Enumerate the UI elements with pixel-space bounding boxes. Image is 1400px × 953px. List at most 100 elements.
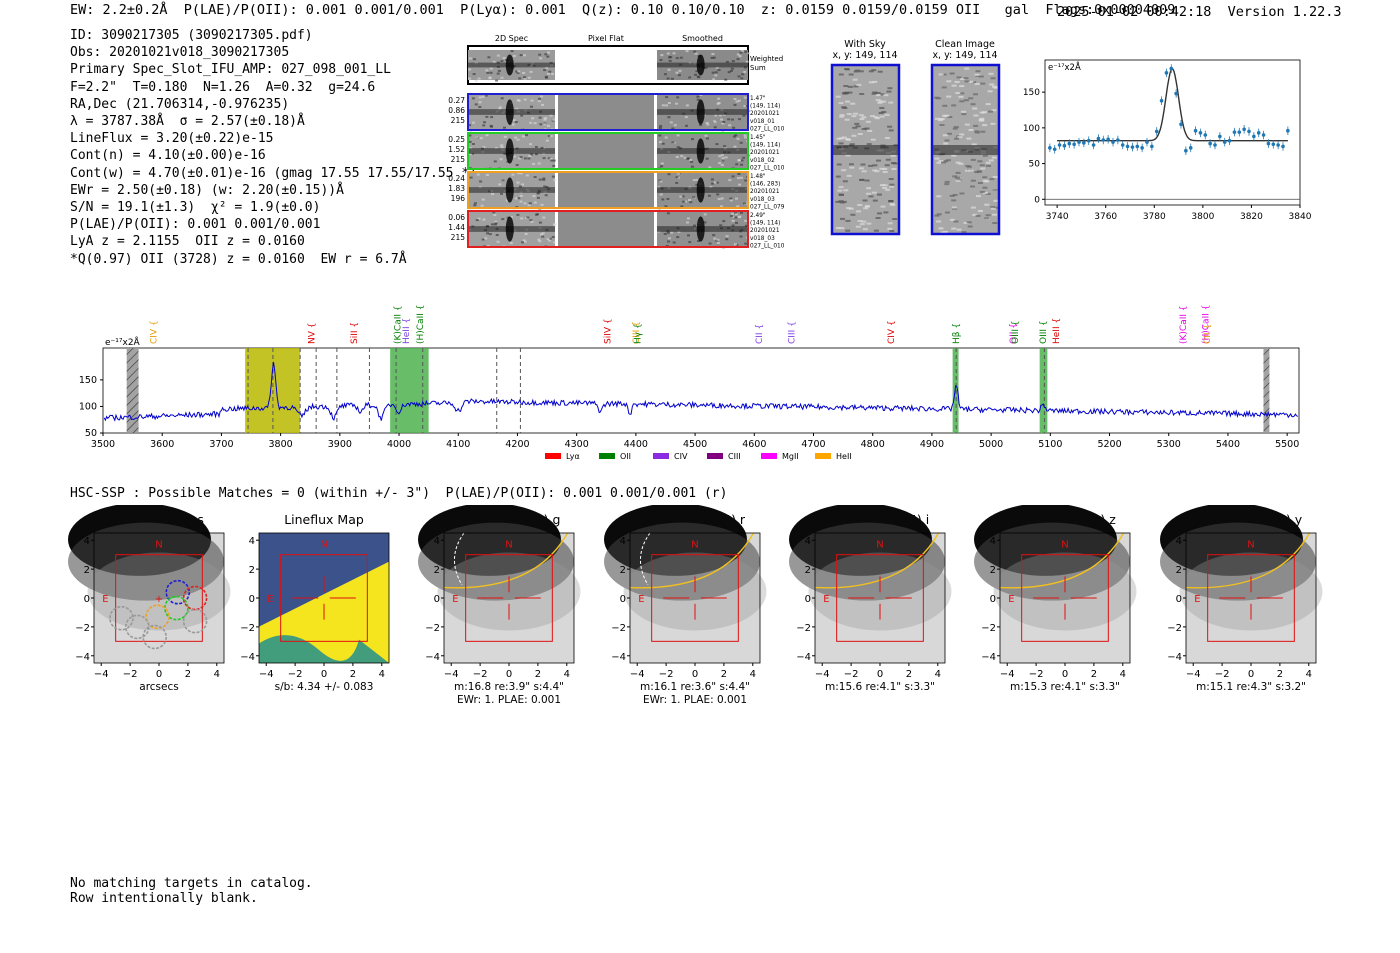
strip-noise [483, 121, 486, 124]
strip-noise [538, 97, 541, 100]
cutout-ytick-label: −2 [240, 623, 255, 634]
cutout-ytick-label: 4 [620, 536, 626, 547]
east-label: E [823, 594, 829, 605]
pixel [885, 188, 891, 191]
strip-noise [543, 69, 547, 72]
cutout-ytick-label: −4 [981, 652, 996, 663]
pixel [978, 119, 984, 122]
strip-noise [689, 158, 693, 161]
spectrum-xtick-label: 4900 [920, 439, 944, 450]
cutout-caption: EWr: 1. PLAE: 0.001 [457, 694, 561, 706]
cutout-caption: EWr: 1. PLAE: 0.001 [643, 694, 747, 706]
strip-noise [526, 216, 530, 219]
aperture-ellipse [814, 532, 940, 589]
strip-noise [722, 121, 726, 123]
strip-noise [747, 113, 751, 116]
strip-noise [716, 238, 720, 241]
fiber-row-stat: 215 [451, 116, 466, 125]
strip-noise [525, 134, 528, 137]
strip-noise [738, 183, 742, 186]
pixel [835, 227, 841, 229]
strip-noise [743, 202, 746, 205]
fit-data-point [1271, 142, 1276, 147]
pixel [954, 137, 959, 140]
north-label: N [1061, 539, 1068, 550]
spectrum-strip [657, 94, 751, 132]
fit-data-point [1232, 130, 1237, 134]
legend-swatch [707, 453, 723, 459]
info-line: LineFlux = 3.20(±0.22)e-15 [70, 131, 274, 147]
strip-noise [670, 231, 674, 234]
pixel [947, 116, 953, 118]
fit-data-point [1208, 141, 1212, 146]
pixel [956, 228, 962, 231]
strip-noise [494, 222, 498, 225]
pixel [875, 217, 881, 219]
spectral-line-label: CIII { [632, 321, 642, 344]
strip-noise [535, 153, 538, 156]
strip-noise [740, 176, 743, 179]
legend-label: CIII [728, 452, 741, 461]
strip-noise [541, 232, 545, 235]
pixel [855, 225, 861, 228]
with-sky-title: With Sky [844, 39, 886, 50]
strip-noise [537, 162, 541, 165]
cutout-ytick-label: 0 [249, 594, 255, 605]
full-spectrum-chart: e⁻¹⁷x2Å 3500 3600 3700 3800 3900 4000 4100 4200 4… [79, 305, 1300, 461]
pixel [951, 104, 957, 107]
pixel [986, 164, 991, 167]
strip-noise [675, 156, 679, 158]
info-line: LyA z = 2.1155 OII z = 0.0160 [70, 234, 305, 250]
fit-ytick-label: 150 [1023, 88, 1040, 98]
legend-label: MgII [782, 452, 799, 461]
strip-noise [533, 201, 537, 204]
pixel [939, 118, 945, 120]
strip-noise [734, 243, 737, 246]
strip-noise [484, 237, 488, 240]
spectral-line-label: CIV { [887, 320, 897, 344]
strip-noise [485, 94, 488, 97]
strip-noise [705, 157, 709, 160]
strip-noise [475, 219, 479, 222]
clean-image-coords: x, y: 149, 114 [932, 50, 997, 61]
search-box [280, 554, 368, 642]
weighted-sum-label: Sum [750, 64, 766, 72]
pixel [888, 129, 894, 132]
fiber-row-meta: 1.48" [750, 174, 766, 180]
strip-noise [658, 141, 662, 144]
strip-noise [747, 52, 751, 55]
strip-noise [514, 136, 518, 139]
strip-noise [671, 127, 675, 130]
strip-noise [659, 180, 663, 183]
with-sky-frame [830, 63, 901, 236]
fit-ylabel: e⁻¹⁷x2Å [1048, 61, 1081, 73]
pixel [968, 97, 974, 100]
pixel [934, 157, 940, 160]
strip-noise [543, 185, 547, 188]
spectral-line-label: OIII { [1039, 320, 1049, 344]
cutout-ytick-label: 0 [84, 594, 90, 605]
strip-noise [712, 56, 716, 59]
pixel [966, 137, 972, 140]
pixel [993, 206, 999, 209]
search-box [651, 554, 739, 642]
strip-noise [713, 121, 717, 124]
pixel [982, 191, 988, 194]
cutout-xtick-label: 4 [214, 669, 220, 680]
cutout-ytick-label: 2 [434, 565, 440, 576]
strip-noise [537, 100, 541, 103]
fiber-row-frame [467, 210, 749, 248]
fit-data-point [1261, 133, 1266, 137]
pixel [943, 142, 949, 145]
pixel [835, 95, 841, 98]
spectrum-xtick-label: 4400 [624, 439, 648, 450]
strip-noise [667, 102, 671, 104]
strip-noise [478, 96, 482, 99]
pixel [992, 188, 998, 191]
legend-label: Lyα [566, 452, 580, 461]
pixel [872, 80, 878, 83]
strip-noise [516, 138, 520, 141]
strip-noise [530, 105, 533, 108]
strip-noise [536, 192, 540, 195]
strip-noise [481, 198, 485, 201]
